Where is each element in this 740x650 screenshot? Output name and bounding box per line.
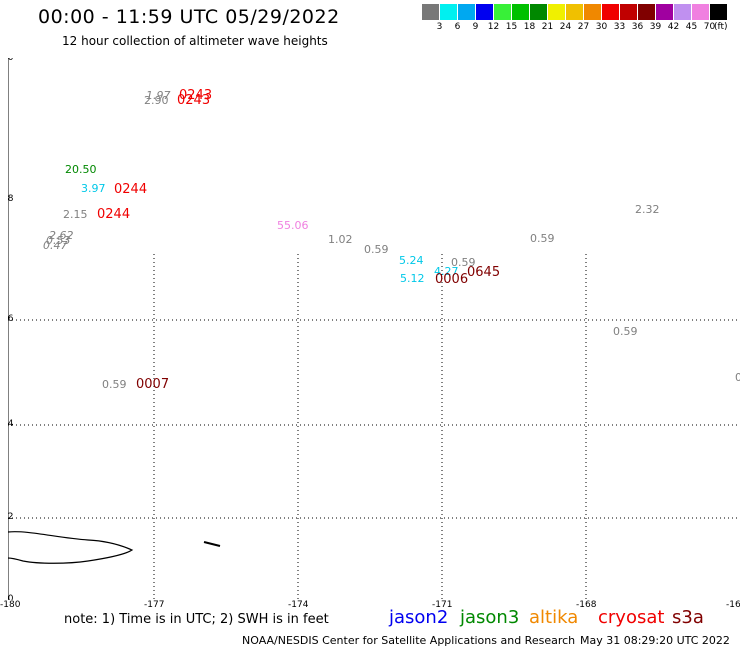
obs-label: 0.53 (46, 234, 71, 247)
scale-swatch (530, 4, 547, 20)
scale-swatch (422, 4, 439, 20)
lat-label-70: 70 (8, 594, 14, 600)
obs-label: 20.50 (65, 163, 97, 176)
map-subtitle: 12 hour collection of altimeter wave hei… (62, 34, 328, 48)
lon-label-177: -177 (144, 600, 165, 610)
lon-label-180: -180 (0, 600, 21, 610)
obs-label: 0645 (467, 265, 500, 280)
footer-note: note: 1) Time is in UTC; 2) SWH is in fe… (64, 612, 329, 627)
scale-swatch (494, 4, 511, 20)
scale-label: 30 (595, 22, 608, 32)
scale-swatch (638, 4, 655, 20)
obs-label: 0 (735, 371, 740, 384)
scale-swatch (566, 4, 583, 20)
altimeter-map: 80 78 76 74 72 70 1.97 0243 2.90 0243 20… (8, 58, 740, 600)
scale-label: 9 (472, 22, 479, 32)
scale-swatch (476, 4, 493, 20)
scale-label: 45 (685, 22, 698, 32)
scale-swatch (620, 4, 637, 20)
satellite-altika: altika (529, 607, 579, 628)
scale-label: 70 (703, 22, 716, 32)
obs-label: 5.12 (400, 272, 425, 285)
lat-label-80: 80 (8, 58, 14, 63)
scale-label: 24 (559, 22, 572, 32)
obs-label: 5.24 (399, 254, 424, 267)
lon-label-171: -171 (432, 600, 453, 610)
lat-label-76: 76 (8, 314, 14, 324)
obs-label: 0.59 (451, 256, 476, 269)
obs-label: 2.32 (635, 203, 660, 216)
scale-label: 6 (454, 22, 461, 32)
satellite-s3a: s3a (672, 607, 704, 628)
map-title: 00:00 - 11:59 UTC 05/29/2022 (38, 6, 340, 28)
scale-swatch (602, 4, 619, 20)
obs-label: 3.97 (81, 182, 106, 195)
obs-label: 0244 (114, 182, 147, 197)
obs-label: 4.27 (434, 265, 459, 278)
scale-label: 18 (523, 22, 536, 32)
scale-label: 42 (667, 22, 680, 32)
satellite-jason3: jason3 (460, 607, 520, 628)
scale-label: 21 (541, 22, 554, 32)
scale-swatch (656, 4, 673, 20)
scale-swatch (692, 4, 709, 20)
obs-label: 2.90 (144, 94, 169, 107)
obs-label: 0243 (179, 88, 212, 103)
scale-label: 39 (649, 22, 662, 32)
satellite-cryosat: cryosat (598, 607, 665, 628)
obs-label: 2.15 (63, 208, 88, 221)
obs-label: 55.06 (277, 219, 309, 232)
scale-swatch (512, 4, 529, 20)
scale-label: 15 (505, 22, 518, 32)
obs-label: 0.59 (530, 232, 555, 245)
scale-unit: (ft) (714, 22, 728, 32)
credit-line: NOAA/NESDIS Center for Satellite Applica… (242, 634, 576, 647)
scale-swatch (710, 4, 727, 20)
obs-label: 0244 (97, 207, 130, 222)
scale-swatch (674, 4, 691, 20)
satellite-jason2: jason2 (389, 607, 449, 628)
obs-label: 0.59 (613, 325, 638, 338)
lat-label-78: 78 (8, 194, 14, 204)
lon-label-168: -168 (576, 600, 597, 610)
scale-swatch (548, 4, 565, 20)
scale-swatch (584, 4, 601, 20)
coastline-islet (203, 541, 221, 547)
scale-label: 12 (487, 22, 500, 32)
scale-label: 33 (613, 22, 626, 32)
scale-label: 3 (436, 22, 443, 32)
lat-label-74: 74 (8, 419, 14, 429)
generated-timestamp: May 31 08:29:20 UTC 2022 (580, 634, 730, 647)
lon-label-16: -16 (726, 600, 740, 610)
lon-label-174: -174 (288, 600, 309, 610)
obs-label: 2.62 (49, 229, 74, 242)
scale-label: 36 (631, 22, 644, 32)
obs-label: 1.02 (328, 233, 353, 246)
obs-label: 1.97 (146, 89, 171, 102)
obs-label: 0.47 (43, 239, 68, 252)
lat-label-72: 72 (8, 512, 13, 522)
scale-label: 27 (577, 22, 590, 32)
scale-swatch (440, 4, 457, 20)
obs-label: 0006 (435, 272, 468, 287)
obs-label: 0.59 (102, 378, 127, 391)
coastline-island (8, 531, 134, 564)
obs-label: 0.59 (364, 243, 389, 256)
scale-swatch (458, 4, 475, 20)
obs-label: 0243 (177, 93, 210, 108)
obs-label: 0007 (136, 377, 169, 392)
